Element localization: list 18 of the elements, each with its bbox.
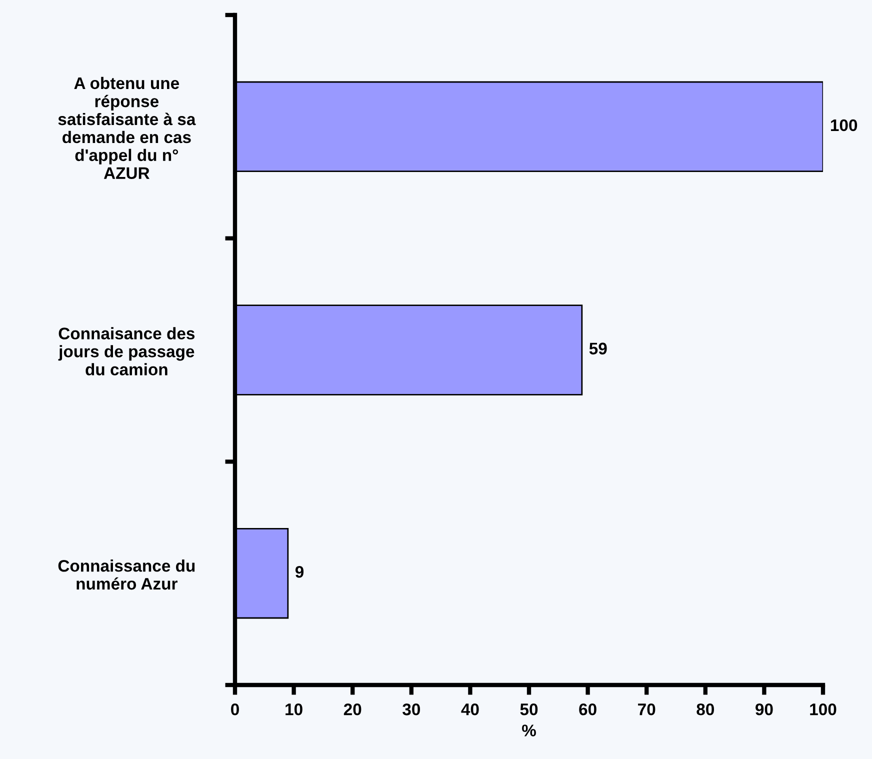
- x-tick-label: 0: [231, 703, 239, 716]
- x-tick-label: 70: [638, 703, 656, 716]
- x-tick-label: 80: [696, 703, 714, 716]
- y-tick-label: A obtenu une réponse satisfaisante à sa demande en cas d'appel du n° AZUR: [58, 76, 196, 180]
- y-tick-label: Connaisance des jours de passage du camion: [58, 327, 195, 376]
- x-tick-label: 50: [520, 703, 538, 716]
- data-label: 9: [295, 566, 304, 578]
- y-tick-label: Connaissance du numéro Azur: [58, 560, 195, 590]
- x-tick-label: 10: [286, 703, 302, 716]
- x-tick-label: 40: [461, 703, 479, 716]
- x-tick-label: 60: [579, 703, 596, 716]
- x-tick-label: 30: [402, 703, 420, 716]
- x-axis-title: %: [522, 724, 536, 736]
- data-label: 100: [830, 119, 858, 132]
- x-tick-label: 100: [810, 703, 836, 716]
- x-tick-label: 20: [344, 703, 362, 716]
- data-label: 59: [589, 342, 607, 354]
- x-tick-label: 90: [756, 703, 773, 716]
